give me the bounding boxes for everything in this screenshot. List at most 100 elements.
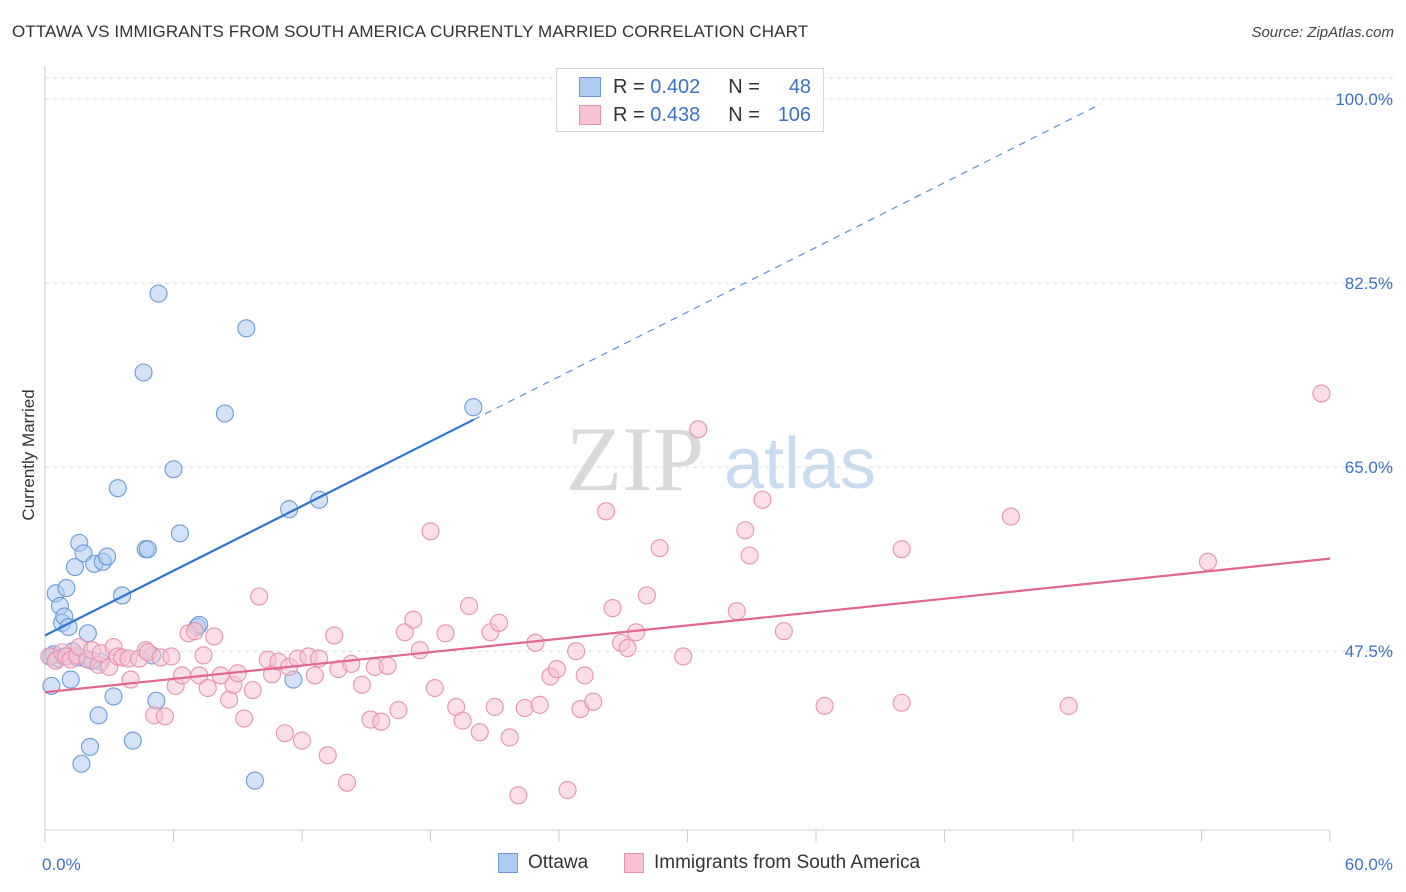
y-tick-label: 47.5% (1345, 642, 1393, 661)
legend-swatch-immigrants (579, 105, 601, 125)
ottawa-point (89, 706, 108, 725)
x-tick-label: 60.0% (1345, 855, 1393, 874)
immigrants-point (637, 586, 656, 605)
immigrants-point (470, 723, 489, 742)
legend-r-value-immigrants: 0.438 (650, 103, 701, 126)
ottawa-point (134, 363, 153, 382)
immigrants-point (1198, 552, 1217, 571)
immigrants-point (337, 773, 357, 792)
immigrants-point (509, 786, 528, 805)
y-tick-label: 82.5% (1345, 274, 1393, 293)
immigrants-point (436, 624, 455, 643)
immigrants-point (689, 420, 708, 439)
immigrants-point (575, 666, 594, 685)
immigrants-point (404, 610, 423, 629)
ottawa-point (57, 579, 76, 598)
immigrants-point (618, 638, 637, 658)
bottom-legend-swatch-ottawa (498, 853, 518, 873)
immigrants-point (727, 602, 746, 621)
immigrants-point (740, 546, 759, 565)
immigrants-point (1001, 507, 1020, 526)
immigrants-point (1312, 384, 1331, 403)
legend-n-label: N = (728, 75, 760, 98)
ottawa-point (61, 670, 80, 689)
immigrants-point (547, 660, 566, 679)
immigrants-point (162, 647, 181, 666)
y-axis-label: Currently Married (19, 389, 38, 520)
bottom-legend-label-immigrants: Immigrants from South America (654, 852, 921, 873)
immigrants-point (292, 731, 312, 750)
immigrants-point (275, 724, 294, 743)
ottawa-point (72, 754, 91, 773)
immigrants-point (410, 641, 429, 660)
source-credit: Source: ZipAtlas.com (1251, 24, 1394, 41)
correlation-legend: R = 0.402 N = 48 R = 0.438 N = 106 (556, 68, 824, 132)
ottawa-point (138, 540, 157, 559)
ottawa-point (78, 624, 97, 643)
y-tick-label: 100.0% (1335, 90, 1393, 109)
ottawa-point (65, 558, 85, 577)
immigrants-point (318, 746, 337, 765)
immigrants-point (425, 678, 444, 698)
immigrants-point (603, 599, 622, 618)
immigrants-point (378, 656, 397, 675)
immigrants-point (352, 675, 372, 694)
immigrants-point (459, 596, 479, 616)
legend-n-label: N = (728, 103, 760, 126)
immigrants-point (198, 678, 217, 698)
immigrants-point (194, 646, 213, 665)
ottawa-point (98, 547, 117, 566)
ottawa-point (80, 737, 100, 756)
immigrants-point (650, 539, 669, 558)
ottawa-trend-extension (473, 103, 1102, 421)
ottawa-point (104, 687, 123, 706)
legend-swatch-ottawa (579, 77, 601, 97)
immigrants-point (530, 695, 549, 714)
ottawa-point (123, 731, 142, 750)
ottawa-point (149, 284, 168, 303)
immigrants-point (597, 502, 616, 521)
immigrants-point (485, 697, 504, 716)
bottom-legend-label-ottawa: Ottawa (528, 852, 589, 873)
immigrants-point (250, 587, 269, 606)
immigrants-point (674, 647, 693, 666)
immigrants-point (584, 692, 603, 711)
x-tick-label: 0.0% (42, 855, 81, 874)
immigrants-point (515, 698, 534, 718)
immigrants-point (500, 728, 519, 747)
immigrants-point (205, 627, 224, 646)
chart-title: OTTAWA VS IMMIGRANTS FROM SOUTH AMERICA … (12, 22, 809, 41)
immigrants-point (342, 654, 361, 673)
ottawa-point (237, 319, 256, 338)
immigrants-point (155, 707, 174, 726)
bottom-legend-swatch-immigrants (624, 853, 644, 873)
immigrants-point (121, 670, 140, 689)
watermark-zip: ZIP (566, 408, 704, 510)
immigrants-point (1059, 696, 1078, 715)
immigrants-point (567, 642, 586, 661)
immigrants-point (815, 696, 834, 715)
immigrants-point (395, 623, 414, 642)
immigrants-point (892, 540, 911, 559)
bottom-legend-ottawa: Ottawa (498, 852, 588, 874)
bottom-legend-immigrants: Immigrants from South America (624, 852, 920, 874)
legend-r-value-ottawa: 0.402 (650, 75, 701, 98)
immigrants-point (736, 521, 755, 540)
immigrants-point (489, 613, 509, 632)
immigrants-point (421, 522, 440, 541)
legend-n-value-immigrants: 106 (777, 103, 812, 126)
ottawa-trend-line (44, 418, 474, 637)
immigrants-point (389, 701, 408, 720)
ottawa-point (215, 404, 234, 423)
immigrants-point (453, 711, 472, 730)
watermark-atlas: atlas (724, 424, 876, 504)
immigrants-point (243, 681, 262, 700)
immigrants-point (892, 693, 911, 712)
immigrants-point (372, 712, 391, 731)
ottawa-point (108, 479, 127, 498)
ottawa-point (164, 460, 183, 479)
legend-n-value-ottawa: 48 (788, 75, 812, 98)
legend-row-immigrants: R = 0.438 N = 106 (579, 101, 811, 129)
immigrants-point (558, 780, 577, 800)
